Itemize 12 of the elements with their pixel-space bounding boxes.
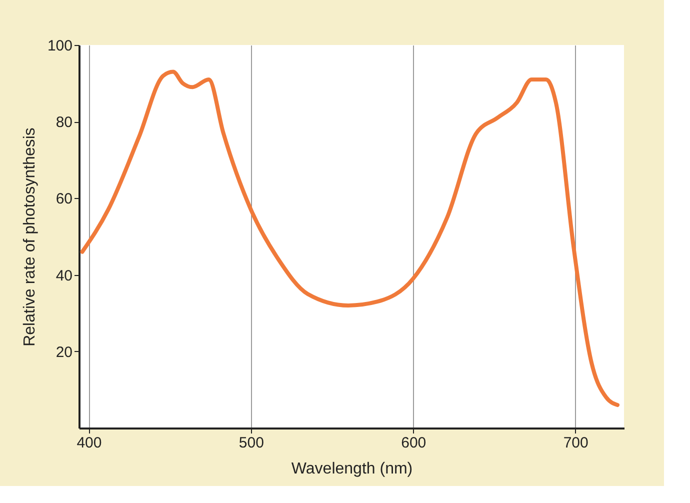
x-tick-label: 400	[76, 434, 102, 452]
x-axis-title: Wavelength (nm)	[291, 460, 413, 478]
y-tick-label: 40	[56, 267, 72, 284]
y-tick-label: 60	[56, 190, 72, 208]
y-tick-label: 80	[56, 114, 72, 132]
y-tick-label: 100	[47, 38, 72, 54]
y-tick-label: 20	[56, 344, 72, 361]
x-tick-label: 700	[563, 434, 588, 452]
x-tick-label: 500	[238, 434, 264, 452]
line-series	[80, 70, 620, 408]
y-axis-title: Relative rate of photosynthesis	[21, 128, 38, 346]
x-tick-label: 600	[401, 434, 426, 452]
